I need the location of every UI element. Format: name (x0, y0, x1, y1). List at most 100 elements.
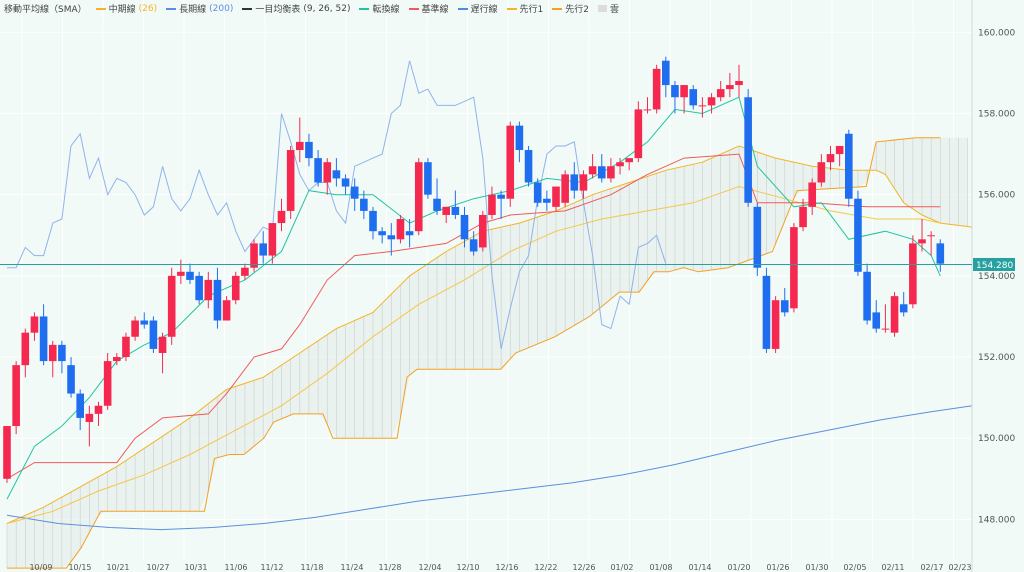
candle-body (213, 279, 222, 321)
x-tick-label: 01/14 (688, 563, 711, 572)
candle-body (918, 239, 926, 244)
candle-body (890, 296, 899, 333)
x-tick-label: 12/04 (418, 563, 441, 572)
x-tick-label: 10/27 (146, 563, 169, 572)
candle-body (414, 162, 423, 232)
candle-body (588, 166, 597, 175)
candle-body (488, 194, 496, 215)
senkou2-line (7, 137, 941, 569)
legend-kijun[interactable]: 基準線 (408, 2, 449, 15)
candle-body (689, 89, 698, 106)
candle-body (460, 214, 469, 240)
candle-body (405, 231, 414, 236)
candle-body (231, 275, 240, 301)
legend-mid-sma[interactable]: 中期線 (26) (95, 2, 157, 15)
candle-body (643, 109, 652, 111)
candle-body (296, 141, 304, 151)
candle-body (927, 235, 935, 237)
x-tick-label: 02/11 (881, 563, 904, 572)
swatch-long (166, 7, 177, 10)
candle-body (167, 275, 176, 337)
candle-body (616, 162, 624, 167)
x-tick-label: 02/23 (948, 563, 971, 572)
x-tick-label: 01/02 (610, 563, 633, 572)
legend-long-sma[interactable]: 長期線 (200) (166, 2, 233, 15)
candle-body (396, 219, 405, 240)
x-tick-label: 11/12 (260, 563, 283, 572)
candle-body (634, 109, 643, 159)
swatch-kijun (408, 7, 419, 10)
candle-body (158, 336, 167, 353)
candle-body (771, 300, 780, 349)
candle-body (58, 344, 66, 362)
legend-tenkan[interactable]: 転換線 (359, 2, 400, 15)
candle-body (369, 210, 377, 232)
candle-body (899, 304, 908, 313)
candle-body (579, 174, 588, 191)
x-tick-label: 12/22 (534, 563, 557, 572)
candle-body (122, 336, 130, 358)
candle-body (826, 154, 835, 163)
candle-body (94, 405, 103, 414)
candle-body (131, 320, 139, 337)
candle-body (241, 267, 249, 276)
cloud-fill (7, 137, 968, 569)
candle-body (387, 235, 396, 240)
candle-body (561, 174, 569, 203)
candle-body (506, 125, 515, 199)
candle-body (67, 365, 75, 394)
chikou-line (7, 60, 667, 350)
legend-ichimoku[interactable]: 一目均衡表 (9, 26, 52) (242, 2, 350, 15)
legend-cloud[interactable]: 雲 (598, 2, 619, 15)
swatch-cloud (598, 5, 607, 12)
candle-body (113, 357, 121, 362)
x-tick-label: 12/16 (495, 563, 518, 572)
y-tick-label: 156.000 (978, 191, 1015, 201)
candle-body (433, 198, 441, 211)
swatch-chikou (457, 7, 468, 10)
legend-senkou1[interactable]: 先行1 (506, 2, 543, 15)
sma200-line (6, 405, 973, 531)
candle-body (469, 239, 478, 252)
x-tick-label: 11/24 (340, 563, 363, 572)
legend-ma-title: 移動平均線（SMA） (4, 5, 87, 15)
candle-body (698, 105, 707, 107)
candle-body (204, 279, 213, 301)
y-tick-label: 160.000 (978, 28, 1015, 38)
candle-body (863, 271, 871, 321)
x-tick-label: 11/06 (224, 563, 247, 572)
swatch-senkou2 (552, 7, 563, 10)
candle-body (479, 214, 487, 248)
candle-body (835, 145, 844, 155)
candle-body (881, 328, 890, 330)
candle-body (735, 81, 743, 86)
candle-body (442, 206, 450, 215)
candle-body (909, 243, 917, 305)
candle-body (323, 162, 332, 183)
candle-body (451, 206, 460, 215)
candle-body (936, 243, 945, 264)
candlesticks (3, 56, 945, 483)
ichimoku-cloud (6, 137, 969, 569)
x-tick-label: 10/31 (184, 563, 207, 572)
candle-body (39, 316, 48, 362)
candle-body (726, 85, 734, 90)
candle-body (314, 158, 322, 183)
candle-body (21, 332, 30, 366)
candle-body (177, 271, 185, 276)
candle-body (744, 97, 752, 203)
candle-body (597, 166, 606, 179)
candle-body (250, 243, 258, 268)
candle-body (753, 206, 762, 268)
candle-body (524, 150, 533, 183)
candle-body (48, 344, 57, 362)
legend-chikou[interactable]: 遅行線 (457, 2, 498, 15)
candle-body (378, 231, 386, 236)
candle-body (680, 85, 688, 98)
legend-senkou2[interactable]: 先行2 (552, 2, 589, 15)
y-tick-label: 158.000 (978, 109, 1015, 119)
candle-body (552, 186, 560, 207)
y-tick-label: 148.000 (978, 515, 1015, 525)
